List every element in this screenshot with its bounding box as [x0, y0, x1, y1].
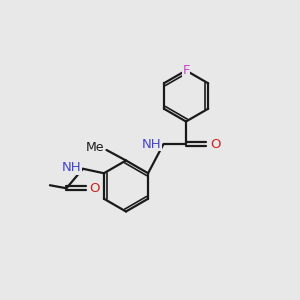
- Text: O: O: [210, 137, 220, 151]
- Text: NH: NH: [142, 137, 161, 151]
- Text: Me: Me: [85, 140, 104, 154]
- Text: O: O: [89, 182, 99, 195]
- Text: NH: NH: [62, 161, 81, 174]
- Text: F: F: [182, 64, 190, 77]
